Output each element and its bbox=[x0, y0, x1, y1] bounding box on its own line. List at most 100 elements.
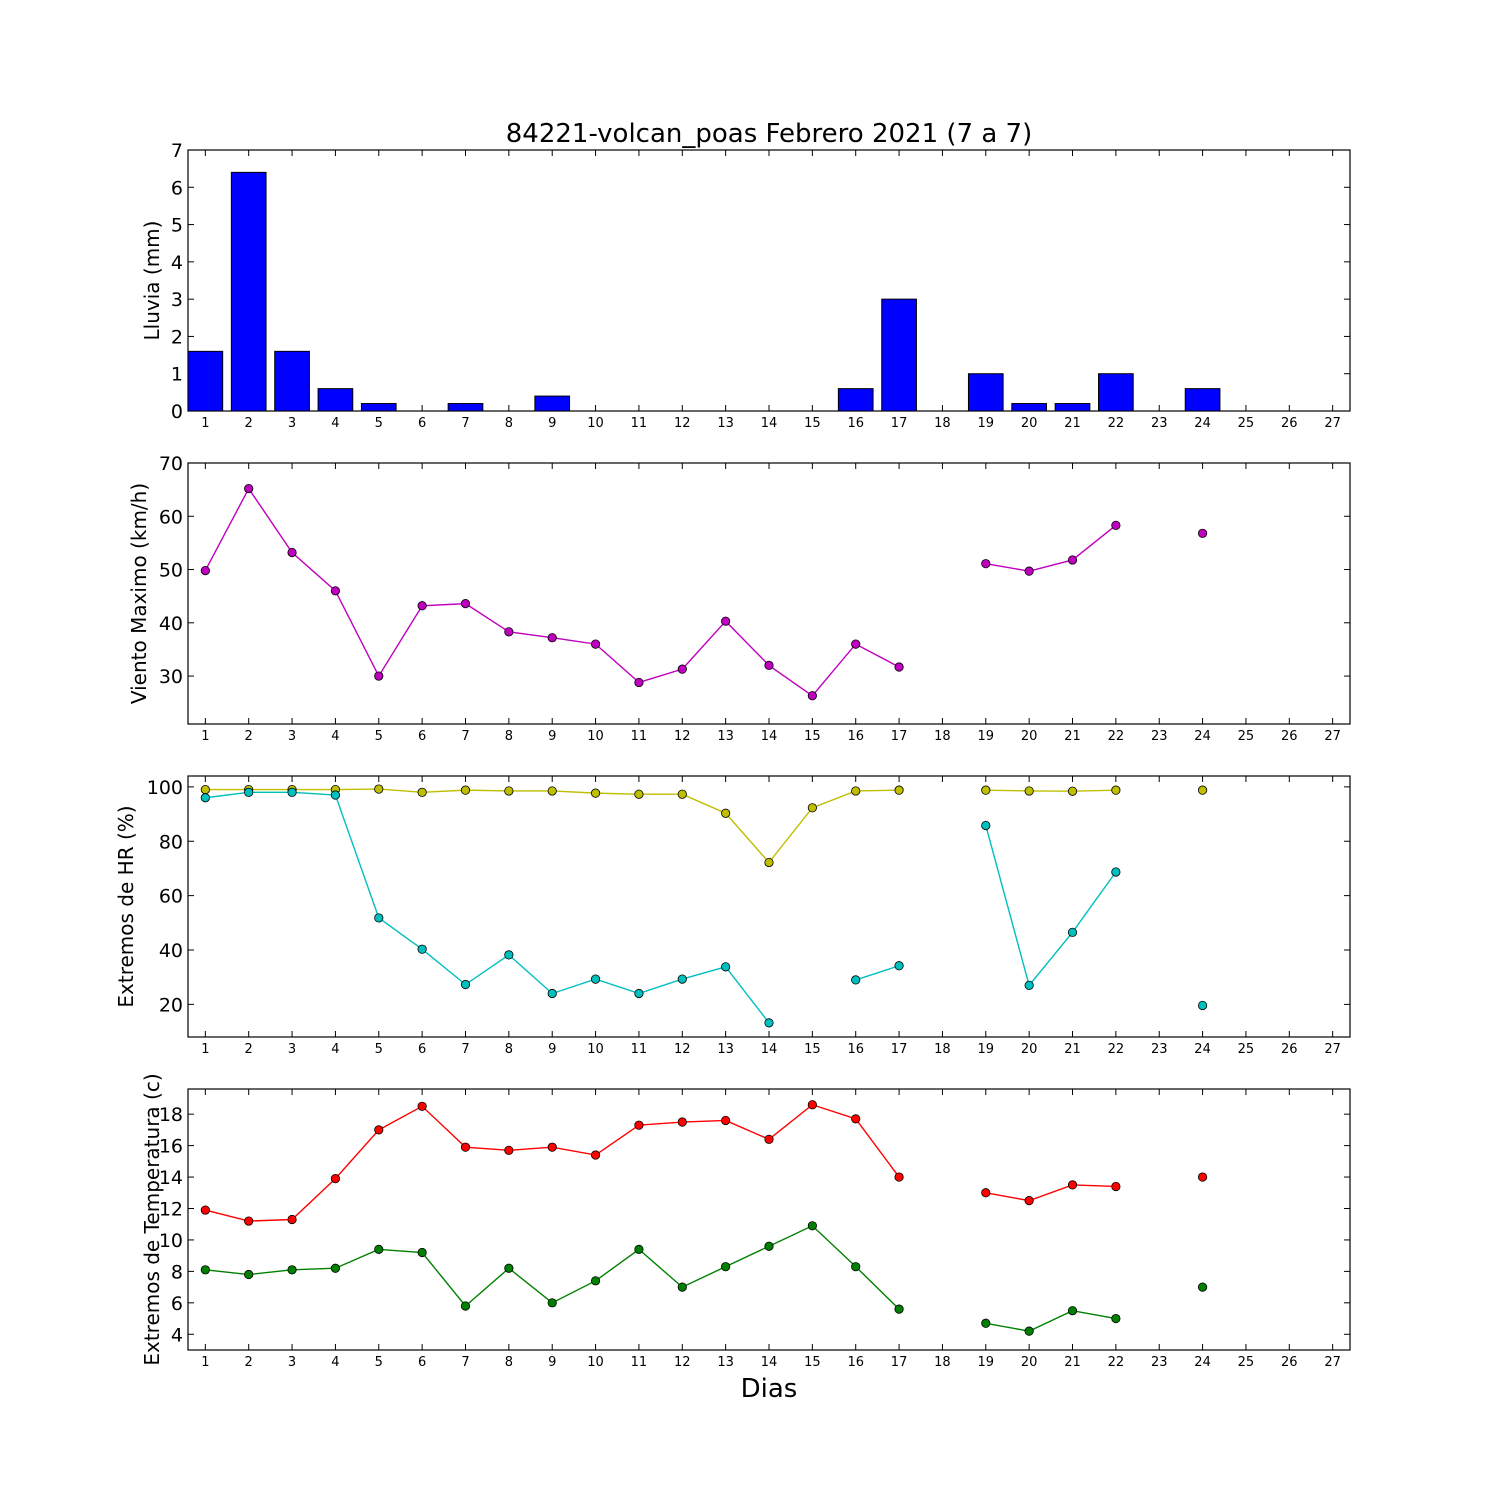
max-wind-series-1-point bbox=[287, 547, 297, 558]
humidity-y-axis-label: Extremos de HR (%) bbox=[114, 805, 138, 1007]
temperature-xtick-label: 11 bbox=[631, 1355, 648, 1370]
max-wind-xtick-label: 9 bbox=[548, 729, 556, 744]
rainfall-xtick-label: 27 bbox=[1324, 416, 1341, 431]
rainfall-xtick-label: 3 bbox=[288, 416, 296, 431]
humidity-series-2-point bbox=[721, 962, 731, 972]
max-wind-xtick-label: 22 bbox=[1108, 729, 1125, 744]
max-wind-xtick-label: 25 bbox=[1238, 729, 1255, 744]
max-wind-xtick-label: 20 bbox=[1021, 729, 1038, 744]
temperature-series-2-point bbox=[330, 1263, 341, 1273]
humidity-series-1-point bbox=[1197, 785, 1208, 795]
max-wind-xtick-label: 21 bbox=[1064, 729, 1081, 744]
temperature-xtick-label: 5 bbox=[375, 1355, 383, 1370]
max-wind-series-1-line bbox=[985, 524, 1117, 572]
humidity-axes-frame bbox=[187, 775, 1351, 1038]
rainfall-xtick-label: 2 bbox=[245, 416, 253, 431]
temperature-xtick-label: 1 bbox=[201, 1355, 209, 1370]
temperature-xtick-label: 9 bbox=[548, 1355, 556, 1370]
max-wind-xtick-label: 19 bbox=[978, 729, 995, 744]
rainfall-xtick-label: 11 bbox=[631, 416, 648, 431]
humidity-xtick-label: 1 bbox=[201, 1042, 209, 1057]
humidity-series-2-point bbox=[547, 988, 557, 999]
rainfall-bar bbox=[187, 350, 224, 412]
rainfall-xtick-label: 26 bbox=[1281, 416, 1298, 431]
max-wind-series-1-point bbox=[1067, 555, 1078, 565]
temperature-series-2-point bbox=[460, 1301, 471, 1311]
humidity-series-2-point bbox=[287, 787, 297, 797]
humidity-xtick-label: 22 bbox=[1108, 1042, 1125, 1057]
max-wind-series-1-point bbox=[200, 565, 210, 576]
humidity-series-2-line bbox=[985, 825, 1117, 987]
temperature-xtick-label: 10 bbox=[587, 1355, 604, 1370]
temperature-xtick-label: 7 bbox=[461, 1355, 469, 1370]
humidity-xtick-label: 14 bbox=[761, 1042, 778, 1057]
humidity-series-2-point bbox=[764, 1018, 774, 1028]
humidity-xtick-label: 10 bbox=[587, 1042, 604, 1057]
rainfall-ytick-label: 6 bbox=[171, 177, 183, 199]
x-axis-label: Dias bbox=[741, 1374, 798, 1404]
temperature-series-2-point bbox=[374, 1244, 384, 1254]
humidity-series-2-point bbox=[634, 988, 644, 999]
rainfall-bar bbox=[317, 388, 354, 412]
temperature-ytick-label: 4 bbox=[171, 1324, 183, 1346]
max-wind-xtick-label: 7 bbox=[461, 729, 469, 744]
max-wind-xtick-label: 26 bbox=[1281, 729, 1298, 744]
max-wind-series-1-point bbox=[504, 627, 514, 637]
humidity-xtick-label: 3 bbox=[288, 1042, 296, 1057]
humidity-panel: 1 2 3 4 5 6 7 8 9 10 11 12 13 14 15 16 17 18 19 20 21 22 23 24 2… bbox=[114, 775, 1351, 1057]
max-wind-xtick-label: 4 bbox=[331, 729, 339, 744]
rainfall-xtick-label: 17 bbox=[891, 416, 908, 431]
temperature-series-1-point bbox=[981, 1188, 991, 1198]
humidity-xtick-label: 11 bbox=[631, 1042, 648, 1057]
max-wind-series-1-point bbox=[460, 599, 471, 609]
rainfall-panel: 1 2 3 4 5 6 7 8 9 10 11 12 13 14 15 16 17 18 19 20 21 22 23 24 2… bbox=[140, 140, 1351, 431]
humidity-series-1-point bbox=[200, 784, 210, 795]
max-wind-series-1-point bbox=[374, 671, 384, 681]
humidity-xtick-label: 2 bbox=[245, 1042, 253, 1057]
temperature-series-1-point bbox=[1067, 1180, 1078, 1190]
max-wind-series-1-point bbox=[851, 639, 861, 649]
humidity-xtick-label: 16 bbox=[847, 1042, 864, 1057]
temperature-xtick-label: 26 bbox=[1281, 1355, 1298, 1370]
humidity-series-2-point bbox=[894, 961, 904, 971]
max-wind-ytick-label: 50 bbox=[159, 560, 183, 582]
max-wind-series-1-point bbox=[981, 559, 991, 569]
temperature-ytick-label: 18 bbox=[159, 1104, 183, 1126]
temperature-xtick-label: 27 bbox=[1324, 1355, 1341, 1370]
temperature-series-1-point bbox=[894, 1172, 904, 1182]
temperature-y-axis-label: Extremos de Temperatura (c) bbox=[140, 1073, 164, 1365]
temperature-series-2-point bbox=[851, 1262, 861, 1272]
max-wind-xtick-label: 14 bbox=[761, 729, 778, 744]
max-wind-panel: 1 2 3 4 5 6 7 8 9 10 11 12 13 14 15 16 17 18 19 20 21 22 23 24 2… bbox=[127, 453, 1351, 744]
max-wind-y-axis-label: Viento Maximo (km/h) bbox=[127, 483, 151, 704]
max-wind-series-1-point bbox=[634, 677, 644, 688]
temperature-series-1-point bbox=[547, 1142, 557, 1152]
temperature-ytick-label: 10 bbox=[159, 1230, 183, 1252]
temperature-xtick-label: 2 bbox=[245, 1355, 253, 1370]
temperature-series-2-point bbox=[634, 1244, 644, 1254]
rainfall-bar bbox=[967, 373, 1004, 412]
humidity-ytick-label: 100 bbox=[147, 777, 183, 799]
temperature-series-2-point bbox=[721, 1262, 731, 1272]
temperature-series-1-point bbox=[1024, 1196, 1034, 1206]
humidity-xtick-label: 7 bbox=[461, 1042, 469, 1057]
max-wind-xtick-label: 16 bbox=[847, 729, 864, 744]
max-wind-xtick-label: 18 bbox=[934, 729, 951, 744]
chart-title: 84221-volcan_poas Febrero 2021 (7 a 7) bbox=[506, 119, 1032, 149]
humidity-xtick-label: 27 bbox=[1324, 1042, 1341, 1057]
rainfall-bar bbox=[1054, 403, 1091, 412]
temperature-series-2-point bbox=[504, 1263, 514, 1273]
humidity-xtick-label: 15 bbox=[804, 1042, 821, 1057]
rainfall-xtick-label: 7 bbox=[461, 416, 469, 431]
humidity-xtick-label: 9 bbox=[548, 1042, 556, 1057]
humidity-series-2-line bbox=[855, 965, 900, 981]
humidity-series-1-point bbox=[981, 785, 991, 795]
humidity-series-1-point bbox=[1024, 786, 1034, 796]
max-wind-xtick-label: 24 bbox=[1194, 729, 1211, 744]
max-wind-series-1-point bbox=[764, 660, 774, 671]
max-wind-series-1-point bbox=[417, 601, 427, 611]
max-wind-ytick-label: 60 bbox=[159, 506, 183, 528]
rainfall-xtick-label: 14 bbox=[761, 416, 778, 431]
max-wind-xtick-label: 15 bbox=[804, 729, 821, 744]
